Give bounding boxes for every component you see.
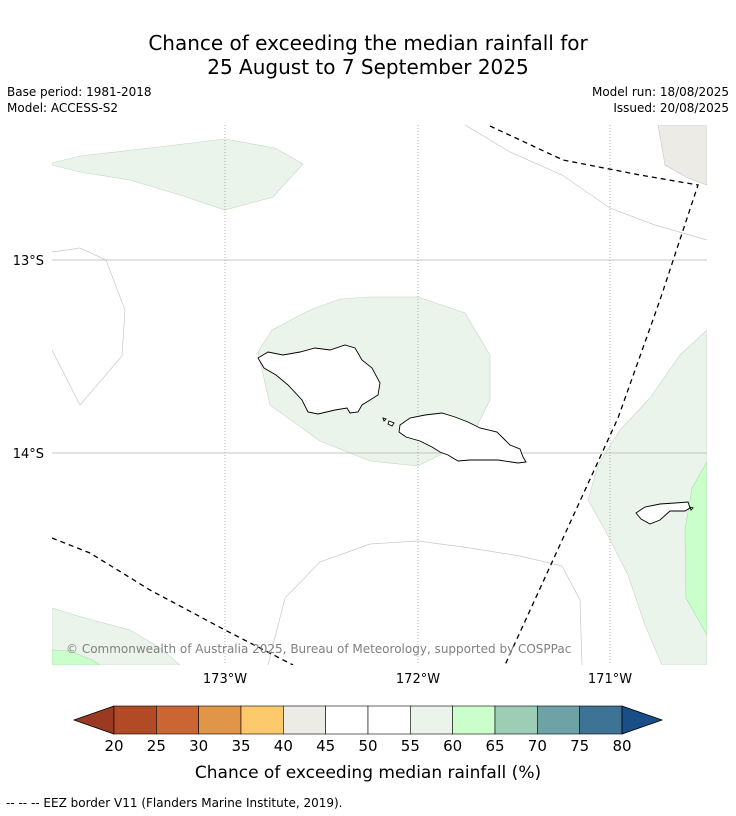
coastlines [257,344,694,525]
colorbar-bin-50 [367,705,411,735]
neutral-contours [52,125,707,665]
contour-region-north [52,138,304,211]
colorbar-tick-label: 60 [443,737,462,755]
colorbar-bin-65 [494,705,538,735]
colorbar-bin-60 [452,705,496,735]
colorbar: 20 25 30 35 40 45 50 55 60 65 70 75 80 [72,705,664,755]
lon-tick-173w: 173°W [203,672,247,687]
contour-region-northeast [657,125,707,186]
colorbar-tick-label: 75 [570,737,589,755]
colorbar-tick-label: 80 [612,737,631,755]
island-upolu [398,412,527,464]
colorbar-tick-label: 45 [316,737,335,755]
map-area [52,125,707,665]
colorbar-bin-75 [579,705,623,735]
contour-region-southwest-high [52,649,101,665]
colorbar-tick-label: 30 [189,737,208,755]
colorbar-bin-35 [240,705,284,735]
chart-title-line1: Chance of exceeding the median rainfall … [148,31,588,55]
lat-tick-13s: 13°S [13,254,44,269]
lat-tick-14s: 14°S [13,447,44,462]
lon-tick-171w: 171°W [588,672,632,687]
model-label: Model: ACCESS-S2 [7,101,119,115]
island-savaii [257,344,381,415]
colorbar-tick-label: 40 [274,737,293,755]
island-manono [387,420,395,427]
colorbar-bin-70 [537,705,580,735]
colorbar-high-arrow [621,705,664,735]
colorbar-bin-45 [325,705,369,735]
eez-footnote: -- -- -- EEZ border V11 (Flanders Marine… [6,796,343,810]
graticule [52,125,707,665]
eez-borders [52,125,699,665]
forecast-map: © Commonwealth of Australia 2025, Bureau… [13,125,707,783]
colorbar-tick-label: 55 [401,737,420,755]
colorbar-bin-55 [410,705,453,735]
island-tutuila [635,501,691,525]
island-aunuu [689,506,694,511]
colorbar-tick-label: 65 [485,737,504,755]
copyright-text: © Commonwealth of Australia 2025, Bureau… [66,642,571,656]
colorbar-tick-label: 50 [358,737,377,755]
model-run-label: Model run: 18/08/2025 [591,85,729,99]
colorbar-bin-30 [198,705,242,735]
colorbar-bin-20 [113,705,157,735]
contour-region-east [587,329,707,665]
lon-tick-172w: 172°W [396,672,440,687]
colorbar-tick-label: 35 [231,737,250,755]
base-period-label: Base period: 1981-2018 [7,85,152,99]
issued-label: Issued: 20/08/2025 [613,101,729,115]
island-apolima [382,417,387,422]
contour-region-southwest [52,607,181,665]
colorbar-bin-25 [156,705,199,735]
colorbar-tick-label: 70 [528,737,547,755]
colorbar-bin-40 [283,705,326,735]
colorbar-title: Chance of exceeding median rainfall (%) [195,763,541,783]
colorbar-low-arrow [72,705,115,735]
contour-region-east-high [684,461,707,636]
colorbar-tick-label: 25 [147,737,166,755]
chart-title-line2: 25 August to 7 September 2025 [207,55,529,79]
colorbar-tick-label: 20 [104,737,123,755]
